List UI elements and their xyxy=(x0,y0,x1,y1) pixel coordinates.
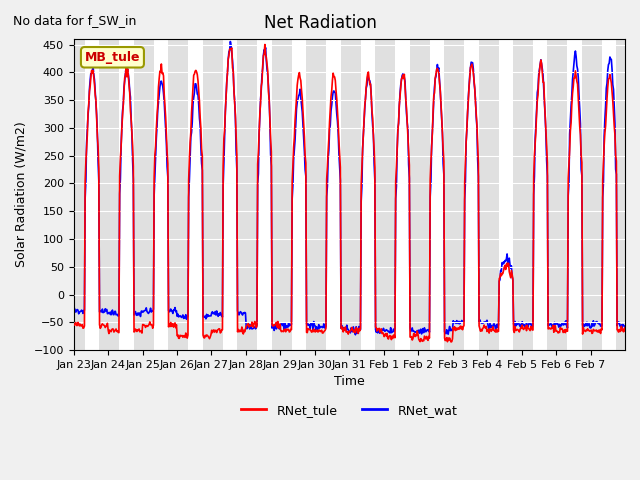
Bar xyxy=(361,39,375,350)
Bar xyxy=(246,39,280,350)
RNet_wat xyxy=(134,312,142,318)
Bar xyxy=(556,39,591,350)
Bar xyxy=(429,39,444,350)
RNet_wat xyxy=(285,320,292,326)
Bar xyxy=(568,39,582,350)
Bar xyxy=(533,39,547,350)
Bar xyxy=(384,39,419,350)
Bar xyxy=(188,39,203,350)
Bar xyxy=(487,39,522,350)
X-axis label: Time: Time xyxy=(334,375,365,388)
RNet_wat xyxy=(621,325,629,331)
RNet_wat xyxy=(237,309,244,314)
Bar xyxy=(522,39,556,350)
Bar xyxy=(395,39,410,350)
Bar xyxy=(591,39,625,350)
RNet_tule xyxy=(621,325,629,331)
Bar xyxy=(602,39,616,350)
RNet_wat xyxy=(264,72,271,78)
Bar xyxy=(419,39,452,350)
Bar xyxy=(85,39,99,350)
Bar xyxy=(315,39,349,350)
RNet_wat xyxy=(438,130,446,136)
Bar xyxy=(292,39,307,350)
Bar xyxy=(257,39,272,350)
RNet_tule xyxy=(447,339,455,345)
Bar xyxy=(452,39,487,350)
Bar xyxy=(223,39,237,350)
Bar xyxy=(349,39,384,350)
Text: No data for f_SW_in: No data for f_SW_in xyxy=(13,14,136,27)
RNet_tule xyxy=(70,321,77,327)
Bar xyxy=(120,39,134,350)
Bar xyxy=(499,39,513,350)
Bar xyxy=(211,39,246,350)
RNet_tule xyxy=(285,327,292,333)
RNet_tule xyxy=(261,42,269,48)
Bar xyxy=(280,39,315,350)
Bar xyxy=(154,39,168,350)
Bar xyxy=(177,39,211,350)
Bar xyxy=(108,39,143,350)
Bar xyxy=(464,39,479,350)
RNet_tule xyxy=(407,334,415,340)
Y-axis label: Solar Radiation (W/m2): Solar Radiation (W/m2) xyxy=(15,121,28,267)
RNet_wat xyxy=(227,38,234,44)
Legend: RNet_tule, RNet_wat: RNet_tule, RNet_wat xyxy=(236,398,462,421)
RNet_wat xyxy=(408,327,415,333)
Bar xyxy=(74,39,108,350)
RNet_wat xyxy=(351,332,359,337)
RNet_tule xyxy=(264,68,271,74)
Line: RNet_wat: RNet_wat xyxy=(74,41,625,335)
RNet_tule xyxy=(134,327,142,333)
RNet_tule xyxy=(438,115,445,120)
Bar xyxy=(143,39,177,350)
RNet_wat xyxy=(70,309,77,315)
Line: RNet_tule: RNet_tule xyxy=(74,45,625,342)
Bar xyxy=(326,39,340,350)
RNet_tule xyxy=(236,327,244,333)
Text: Net Radiation: Net Radiation xyxy=(264,14,376,33)
Text: MB_tule: MB_tule xyxy=(84,51,140,64)
